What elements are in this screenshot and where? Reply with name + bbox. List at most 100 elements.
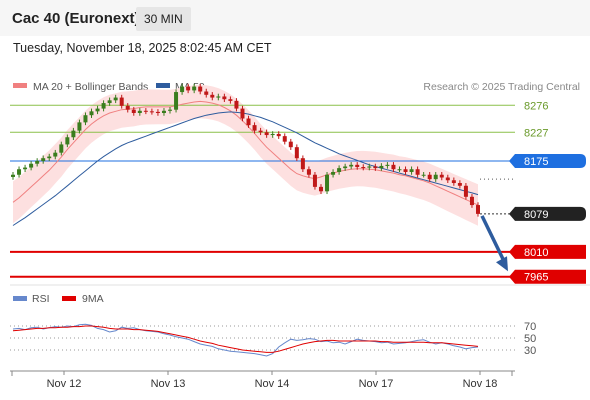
candle-body: [228, 99, 233, 101]
candle-body: [113, 97, 118, 101]
candle-body: [17, 169, 22, 175]
candlesticks: [11, 83, 480, 217]
candle-body: [312, 174, 317, 187]
candle-body: [325, 174, 330, 192]
candle-body: [403, 169, 408, 172]
candle-body: [89, 111, 94, 116]
price-level-labels: 8276 8227 8175 8079 8010 7965: [509, 100, 586, 284]
candle-body: [457, 183, 462, 186]
candle-body: [204, 91, 209, 95]
candle-body: [47, 156, 52, 159]
candle-body: [71, 130, 76, 138]
candle-body: [95, 108, 100, 112]
rsi-tick-label: 70: [524, 321, 536, 333]
candle-body: [421, 174, 426, 176]
rsi-legend-label: RSI: [32, 293, 50, 305]
candle-body: [131, 109, 136, 113]
last-price-tag: [509, 206, 586, 221]
x-tick-label: Nov 18: [463, 378, 498, 390]
resistance-label: 8227: [524, 127, 548, 139]
candle-body: [35, 160, 40, 164]
candle-body: [180, 86, 185, 93]
candle-body: [300, 158, 305, 170]
resistance-label: 8276: [524, 100, 548, 112]
candle-body: [469, 196, 474, 206]
ma50-legend-swatch: [156, 83, 170, 88]
x-tick-label: Nov 17: [359, 378, 394, 390]
candle-body: [439, 174, 444, 178]
forecast-arrow-head: [496, 256, 508, 272]
rsi-legend-swatch: [13, 296, 27, 301]
price-levels: [10, 104, 515, 278]
candle-body: [476, 205, 480, 214]
rsi-ma-legend-label: 9MA: [82, 293, 104, 305]
rsi-ma-line: [12, 325, 479, 353]
support-label: 8010: [524, 247, 548, 259]
research-credit: Research © 2025 Trading Central: [423, 81, 580, 93]
candle-body: [240, 108, 245, 119]
candle-body: [397, 169, 402, 171]
bollinger-bands: [13, 84, 478, 226]
moving-averages: [12, 100, 479, 226]
candle-body: [318, 186, 323, 192]
candle-body: [53, 152, 58, 157]
candle-body: [222, 96, 227, 100]
candle-body: [101, 103, 106, 109]
candle-body: [409, 169, 414, 172]
candle-body: [234, 100, 239, 109]
candle-body: [83, 115, 88, 123]
pivot-label-tag: [509, 153, 586, 168]
ma50-line: [12, 111, 479, 226]
candle-body: [107, 100, 112, 104]
candle-body: [77, 122, 82, 131]
candle-body: [415, 169, 420, 175]
timestamp: Tuesday, November 18, 2025 8:02:45 AM CE…: [13, 41, 272, 55]
timeframe-button[interactable]: 30 MIN: [136, 7, 191, 31]
candle-body: [119, 97, 124, 106]
candle-body: [373, 166, 378, 169]
candle-body: [282, 136, 287, 142]
candle-body: [367, 166, 372, 168]
candle-body: [264, 132, 269, 136]
candle-body: [210, 94, 215, 98]
candle-body: [11, 174, 15, 177]
bb-legend-label: MA 20 + Bollinger Bands: [33, 81, 148, 93]
candle-body: [125, 105, 130, 110]
ma20-line: [12, 100, 479, 206]
rsi-line: [12, 323, 479, 357]
candle-body: [216, 96, 221, 98]
last-price-label: 8079: [524, 209, 548, 221]
candle-body: [270, 133, 275, 136]
candle-body: [59, 144, 64, 153]
candle-body: [186, 86, 191, 91]
candle-body: [252, 125, 257, 131]
candle-body: [246, 118, 251, 126]
candle-body: [161, 110, 166, 113]
candle-body: [65, 137, 70, 145]
candle-body: [391, 164, 396, 170]
candle-body: [337, 168, 342, 172]
candle-body: [349, 164, 354, 167]
candle-body: [433, 174, 438, 180]
candle-body: [361, 167, 366, 169]
support-label-tag: [509, 269, 586, 284]
candle-body: [451, 180, 456, 184]
candle-body: [306, 169, 311, 175]
instrument-title: Cac 40 (Euronext): [12, 10, 140, 27]
x-axis: Nov 12 Nov 13 Nov 14 Nov 17 Nov 18: [10, 370, 515, 390]
candle-body: [355, 164, 360, 168]
candle-body: [343, 166, 348, 169]
x-tick-label: Nov 13: [151, 378, 186, 390]
candle-body: [445, 177, 450, 181]
support-label-tag: [509, 244, 586, 259]
bollinger-band-area: [13, 84, 478, 226]
x-tick-label: Nov 14: [255, 378, 290, 390]
candle-body: [155, 111, 160, 113]
candle-body: [276, 133, 281, 137]
candle-body: [463, 185, 468, 197]
rsi-tick-label: 30: [524, 345, 536, 357]
candle-body: [331, 171, 336, 175]
candle-body: [258, 130, 263, 133]
pivot-label: 8175: [524, 156, 548, 168]
